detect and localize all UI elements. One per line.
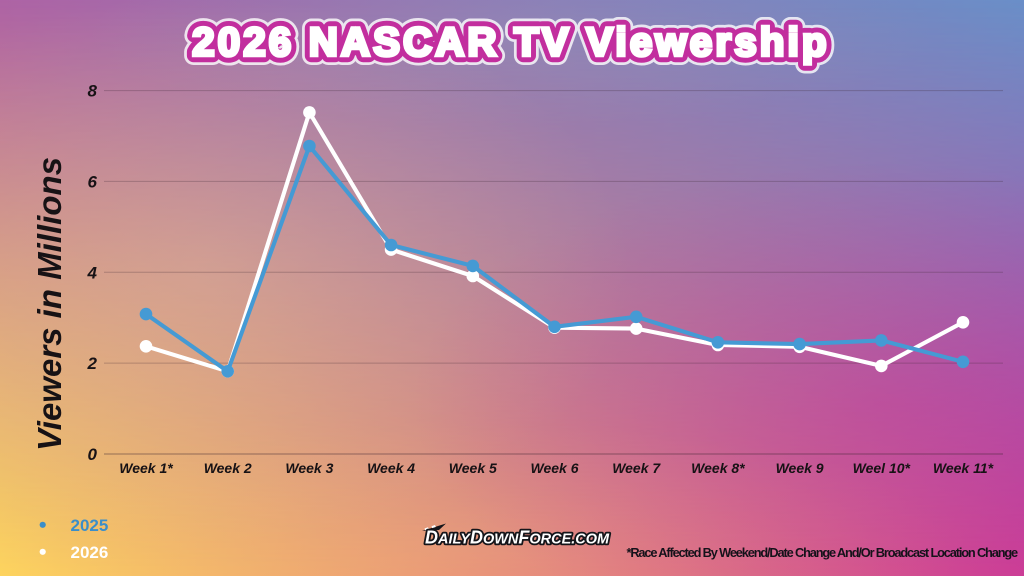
svg-text:8: 8 (88, 82, 98, 101)
svg-text:Weel 10*: Weel 10* (853, 460, 911, 476)
svg-text:DAILYDOWNFORCE.COM: DAILYDOWNFORCE.COM (425, 528, 610, 548)
svg-text:0: 0 (88, 445, 98, 464)
svg-text:Week 1*: Week 1* (119, 460, 173, 476)
svg-text:Viewers in Millions: Viewers in Millions (31, 157, 68, 451)
svg-text:2026 NASCAR TV Viewership: 2026 NASCAR TV Viewership (192, 20, 830, 64)
svg-text:2026 NASCAR TV Viewership: 2026 NASCAR TV Viewership (192, 20, 830, 64)
svg-text:2026: 2026 (71, 543, 109, 562)
svg-text:Week 11*: Week 11* (933, 460, 994, 476)
svg-text:6: 6 (88, 172, 98, 191)
svg-text:Week 2: Week 2 (204, 460, 252, 476)
svg-text:Week 3: Week 3 (285, 460, 333, 476)
svg-text:2026 NASCAR TV Viewership: 2026 NASCAR TV Viewership (192, 20, 830, 64)
svg-text:Week 7: Week 7 (612, 460, 661, 476)
svg-text:Week 8*: Week 8* (691, 460, 745, 476)
svg-text:Week 4: Week 4 (367, 460, 415, 476)
svg-text:Week 6: Week 6 (531, 460, 579, 476)
svg-text:*Race Affected By Weekend/Date: *Race Affected By Weekend/Date Change An… (627, 545, 1019, 560)
svg-text:4: 4 (87, 263, 98, 282)
svg-text:Week 5: Week 5 (449, 460, 497, 476)
svg-text:DAILYDOWNFORCE.COM: DAILYDOWNFORCE.COM (425, 528, 610, 548)
svg-text:Week 9: Week 9 (776, 460, 824, 476)
svg-text:2025: 2025 (71, 516, 109, 535)
svg-text:2: 2 (87, 354, 98, 373)
